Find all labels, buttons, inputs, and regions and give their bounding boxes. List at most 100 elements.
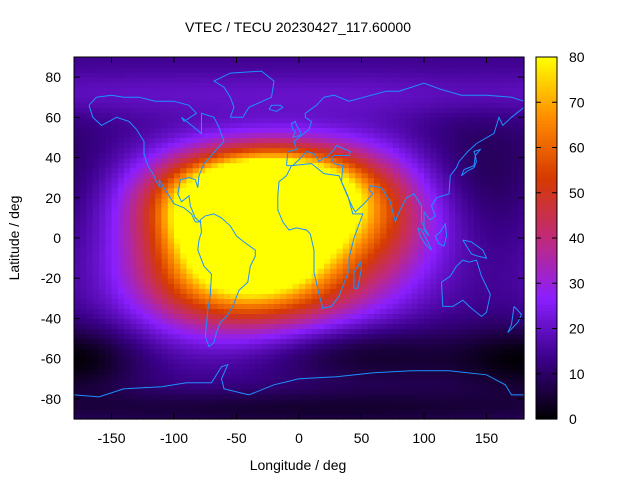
heatmap-cell xyxy=(499,243,506,249)
heatmap-cell xyxy=(461,268,469,274)
heatmap-cell xyxy=(299,273,306,279)
heatmap-cell xyxy=(380,162,388,169)
heatmap-cell xyxy=(192,258,200,264)
heatmap-cell xyxy=(186,182,194,189)
heatmap-cell xyxy=(236,142,244,149)
heatmap-cell xyxy=(436,177,444,184)
heatmap-cell xyxy=(242,212,250,219)
heatmap-cell xyxy=(442,172,450,179)
heatmap-cell xyxy=(242,137,250,144)
heatmap-cell xyxy=(355,413,363,420)
heatmap-cell xyxy=(499,212,506,219)
heatmap-cell xyxy=(80,207,88,214)
heatmap-cell xyxy=(92,388,100,395)
heatmap-cell xyxy=(142,283,150,289)
heatmap-cell xyxy=(199,388,206,395)
heatmap-cell xyxy=(486,232,494,239)
heatmap-cell xyxy=(86,248,94,254)
heatmap-cell xyxy=(417,72,425,78)
heatmap-cell xyxy=(280,97,288,103)
heatmap-cell xyxy=(380,298,388,304)
heatmap-cell xyxy=(205,278,213,284)
heatmap-cell xyxy=(117,278,125,284)
heatmap-cell xyxy=(324,82,331,88)
heatmap-cell xyxy=(455,383,463,390)
heatmap-cell xyxy=(361,303,369,309)
heatmap-cell xyxy=(342,328,350,335)
heatmap-cell xyxy=(217,413,225,420)
heatmap-cell xyxy=(99,172,106,179)
heatmap-cell xyxy=(436,343,444,350)
heatmap-cell xyxy=(99,278,106,284)
heatmap-cell xyxy=(486,303,494,309)
heatmap-cell xyxy=(405,72,413,78)
heatmap-cell xyxy=(292,308,300,315)
heatmap-cell xyxy=(480,112,488,118)
heatmap-cell xyxy=(167,313,175,320)
heatmap-cell xyxy=(274,353,281,360)
heatmap-cell xyxy=(492,333,500,340)
heatmap-cell xyxy=(311,162,319,169)
heatmap-cell xyxy=(292,177,300,184)
heatmap-cell xyxy=(474,112,481,118)
heatmap-cell xyxy=(161,152,169,159)
heatmap-cell xyxy=(86,192,94,199)
heatmap-cell xyxy=(467,177,475,184)
heatmap-cell xyxy=(211,288,219,294)
heatmap-cell xyxy=(117,102,125,108)
heatmap-cell xyxy=(361,162,369,169)
heatmap-cell xyxy=(380,303,388,309)
heatmap-cell xyxy=(205,408,213,415)
heatmap-cell xyxy=(161,192,169,199)
heatmap-cell xyxy=(330,318,338,325)
heatmap-cell xyxy=(324,202,331,209)
heatmap-cell xyxy=(117,313,125,320)
heatmap-cell xyxy=(192,142,200,149)
heatmap-cell xyxy=(117,318,125,325)
heatmap-cell xyxy=(324,97,331,103)
heatmap-cell xyxy=(99,313,106,320)
heatmap-cell xyxy=(111,328,119,335)
heatmap-cell xyxy=(136,358,144,365)
heatmap-cell xyxy=(242,363,250,370)
heatmap-cell xyxy=(136,378,144,385)
heatmap-cell xyxy=(486,82,494,88)
heatmap-cell xyxy=(380,313,388,320)
heatmap-cell xyxy=(224,348,231,355)
heatmap-cell xyxy=(249,162,256,169)
heatmap-cell xyxy=(86,403,94,410)
heatmap-cell xyxy=(392,227,400,234)
heatmap-cell xyxy=(342,182,350,189)
heatmap-cell xyxy=(167,328,175,335)
heatmap-cell xyxy=(317,102,325,108)
heatmap-cell xyxy=(380,217,388,224)
heatmap-cell xyxy=(292,413,300,420)
heatmap-cell xyxy=(492,303,500,309)
heatmap-cell xyxy=(86,147,94,154)
heatmap-cell xyxy=(192,388,200,395)
heatmap-cell xyxy=(386,112,394,118)
heatmap-cell xyxy=(136,227,144,234)
heatmap-cell xyxy=(174,248,181,254)
heatmap-cell xyxy=(167,263,175,269)
heatmap-cell xyxy=(405,212,413,219)
heatmap-cell xyxy=(111,398,119,405)
heatmap-cell xyxy=(167,67,175,73)
heatmap-cell xyxy=(242,77,250,83)
heatmap-cell xyxy=(224,268,231,274)
heatmap-cell xyxy=(142,253,150,259)
heatmap-cell xyxy=(461,383,469,390)
heatmap-cell xyxy=(355,253,363,259)
heatmap-cell xyxy=(80,187,88,194)
heatmap-cell xyxy=(174,343,181,350)
heatmap-cell xyxy=(249,368,256,375)
heatmap-cell xyxy=(174,217,181,224)
heatmap-cell xyxy=(236,408,244,415)
heatmap-cell xyxy=(474,388,481,395)
heatmap-cell xyxy=(136,388,144,395)
heatmap-cell xyxy=(236,303,244,309)
heatmap-cell xyxy=(417,137,425,144)
heatmap-cell xyxy=(449,348,456,355)
heatmap-cell xyxy=(349,308,356,315)
heatmap-cell xyxy=(480,182,488,189)
